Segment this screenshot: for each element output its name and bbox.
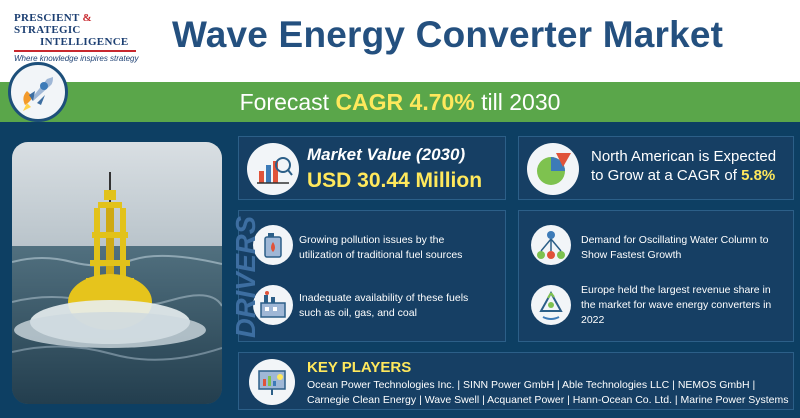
market-value-icon bbox=[247, 143, 299, 195]
forecast-prefix: Forecast bbox=[239, 89, 330, 115]
north-america-text: North American is Expected to Grow at a … bbox=[591, 148, 777, 184]
fact-item: Europe held the largest revenue share in… bbox=[581, 284, 772, 326]
forecast-cagr: CAGR 4.70% bbox=[335, 89, 475, 115]
page-title: Wave Energy Converter Market bbox=[172, 14, 724, 55]
pie-chart-icon bbox=[527, 143, 579, 195]
key-players-title: KEY PLAYERS bbox=[307, 359, 412, 376]
logo-tagline: Where knowledge inspires strategy bbox=[14, 54, 139, 63]
facts-panel: Demand for Oscillating Water Column to S… bbox=[518, 210, 794, 342]
forecast-banner: Forecast CAGR 4.70% till 2030 bbox=[0, 82, 800, 122]
logo-divider bbox=[14, 50, 136, 52]
presentation-icon bbox=[249, 359, 295, 405]
market-value-label: Market Value (2030) bbox=[307, 145, 466, 164]
company-logo: PRESCIENT & STRATEGIC INTELLIGENCE Where… bbox=[14, 12, 144, 63]
market-value-panel: Market Value (2030) USD 30.44 Million bbox=[238, 136, 506, 200]
key-players-list-line2: Carnegie Clean Energy | Wave Swell | Acq… bbox=[307, 394, 789, 406]
fact-item: Demand for Oscillating Water Column to S… bbox=[581, 234, 769, 261]
logo-text-strategic: STRATEGIC bbox=[14, 24, 81, 36]
header: PRESCIENT & STRATEGIC INTELLIGENCE Where… bbox=[0, 0, 800, 82]
network-icon bbox=[531, 225, 571, 265]
factory-icon bbox=[253, 285, 293, 325]
market-value-amount: USD 30.44 Million bbox=[307, 169, 483, 192]
logo-text-prescient: PRESCIENT bbox=[14, 12, 80, 24]
fuel-can-icon bbox=[253, 225, 293, 265]
rocket-icon bbox=[8, 62, 68, 122]
drivers-heading-text: DRIVERS bbox=[230, 216, 261, 338]
wave-buoy-photo bbox=[12, 142, 222, 404]
drivers-heading: DRIVERS bbox=[228, 214, 262, 340]
driver-item: Growing pollution issues by the utilizat… bbox=[299, 234, 463, 261]
forecast-suffix: till 2030 bbox=[481, 89, 561, 115]
recycle-icon bbox=[531, 285, 571, 325]
north-america-cagr: 5.8% bbox=[741, 167, 776, 184]
key-players-panel: KEY PLAYERS Ocean Power Technologies Inc… bbox=[238, 352, 794, 410]
logo-text-intelligence: INTELLIGENCE bbox=[40, 36, 129, 48]
north-america-panel: North American is Expected to Grow at a … bbox=[518, 136, 794, 200]
drivers-panel: Growing pollution issues by the utilizat… bbox=[238, 210, 506, 342]
logo-ampersand: & bbox=[82, 12, 92, 24]
driver-item: Inadequate availability of these fuels s… bbox=[299, 292, 469, 319]
key-players-list-line1: Ocean Power Technologies Inc. | SINN Pow… bbox=[307, 379, 756, 391]
